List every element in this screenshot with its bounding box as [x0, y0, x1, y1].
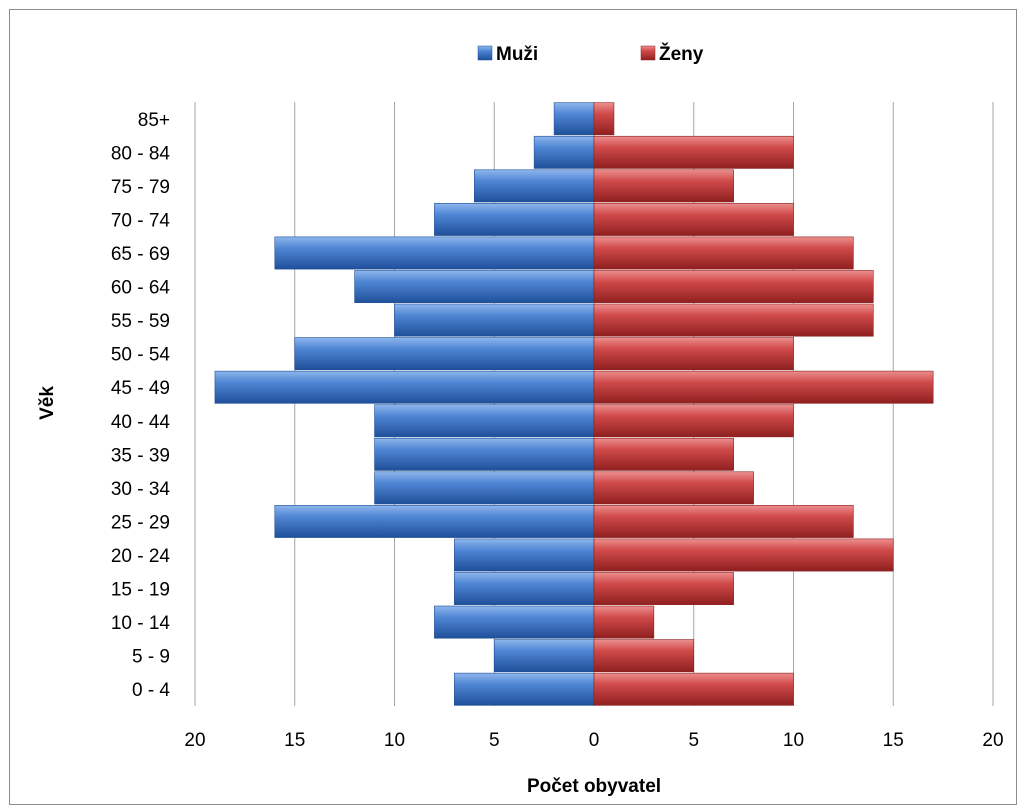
- x-tick-label: 15: [883, 730, 904, 751]
- y-tick-label: 75 - 79: [111, 177, 170, 198]
- bar-muzi: [274, 505, 595, 538]
- y-tick-label: 70 - 74: [111, 210, 171, 231]
- legend-label-muzi: Muži: [496, 44, 538, 65]
- y-tick-label: 5 - 9: [132, 647, 170, 668]
- bar-muzi: [374, 437, 595, 471]
- bar-zeny: [593, 471, 754, 505]
- bar-zeny: [593, 538, 894, 572]
- bar-zeny: [593, 169, 734, 203]
- y-tick-label: 30 - 34: [111, 479, 171, 500]
- bars: [214, 102, 934, 706]
- legend-swatch-muzi: [477, 45, 493, 61]
- y-tick-label: 10 - 14: [111, 613, 171, 634]
- bar-zeny: [593, 135, 794, 169]
- y-tick-label: 65 - 69: [111, 244, 170, 265]
- bar-muzi: [394, 303, 595, 337]
- y-tick-label: 60 - 64: [111, 278, 171, 299]
- bar-muzi: [354, 270, 595, 303]
- bar-muzi: [533, 135, 595, 169]
- bar-zeny: [593, 572, 734, 605]
- bar-zeny: [593, 639, 695, 673]
- bar-muzi: [434, 605, 595, 639]
- y-tick-label: 25 - 29: [111, 512, 170, 533]
- bar-muzi: [454, 538, 595, 572]
- bar-zeny: [593, 236, 854, 270]
- legend: Muži Ženy: [477, 43, 704, 65]
- bar-zeny: [593, 370, 934, 404]
- x-tick-label: 15: [284, 730, 305, 751]
- bar-zeny: [593, 337, 794, 371]
- legend-swatch-zeny: [640, 45, 656, 61]
- y-tick-label: 15 - 19: [111, 580, 170, 601]
- x-tick-label: 5: [489, 730, 500, 751]
- bar-muzi: [434, 203, 595, 236]
- bar-muzi: [553, 102, 595, 136]
- y-tick-label: 55 - 59: [111, 311, 170, 332]
- bar-muzi: [374, 471, 595, 505]
- bar-zeny: [593, 203, 794, 236]
- y-tick-label: 80 - 84: [111, 143, 171, 164]
- bar-zeny: [593, 404, 794, 438]
- bar-zeny: [593, 437, 734, 471]
- y-tick-label: 45 - 49: [111, 378, 170, 399]
- bar-muzi: [294, 337, 595, 371]
- x-tick-label: 10: [384, 730, 405, 751]
- y-axis-title: Věk: [37, 386, 58, 420]
- y-tick-label: 35 - 39: [111, 445, 170, 466]
- y-tick-label: 85+: [138, 110, 170, 131]
- bar-muzi: [214, 370, 595, 404]
- x-tick-label: 0: [589, 730, 600, 751]
- bar-muzi: [454, 572, 595, 605]
- x-tick-label: 5: [688, 730, 699, 751]
- y-axis-ticks: 0 - 4 5 - 9 10 - 14 15 - 19 20 - 24 25 - 29 30…: [111, 110, 171, 701]
- bar-zeny: [593, 270, 874, 303]
- legend-label-zeny: Ženy: [659, 43, 704, 65]
- x-tick-label: 10: [783, 730, 804, 751]
- x-axis-title: Počet obyvatel: [527, 776, 661, 797]
- bar-muzi: [473, 169, 595, 203]
- bar-zeny: [593, 672, 794, 706]
- grid-lines: [194, 102, 994, 706]
- y-tick-label: 0 - 4: [132, 680, 170, 701]
- x-axis-ticks: 20 15 10 5 0 5 10 15 20: [184, 730, 1003, 751]
- bar-muzi: [374, 404, 595, 438]
- x-tick-label: 20: [184, 730, 205, 751]
- bar-muzi: [454, 672, 595, 706]
- y-tick-label: 50 - 54: [111, 345, 171, 366]
- y-tick-label: 40 - 44: [111, 412, 171, 433]
- bar-muzi: [274, 236, 595, 270]
- y-tick-label: 20 - 24: [111, 546, 171, 567]
- bar-zeny: [593, 505, 854, 538]
- bar-muzi: [493, 639, 595, 673]
- bar-zeny: [593, 605, 655, 639]
- bar-zeny: [593, 303, 874, 337]
- x-tick-label: 20: [982, 730, 1003, 751]
- bar-zeny: [593, 102, 615, 136]
